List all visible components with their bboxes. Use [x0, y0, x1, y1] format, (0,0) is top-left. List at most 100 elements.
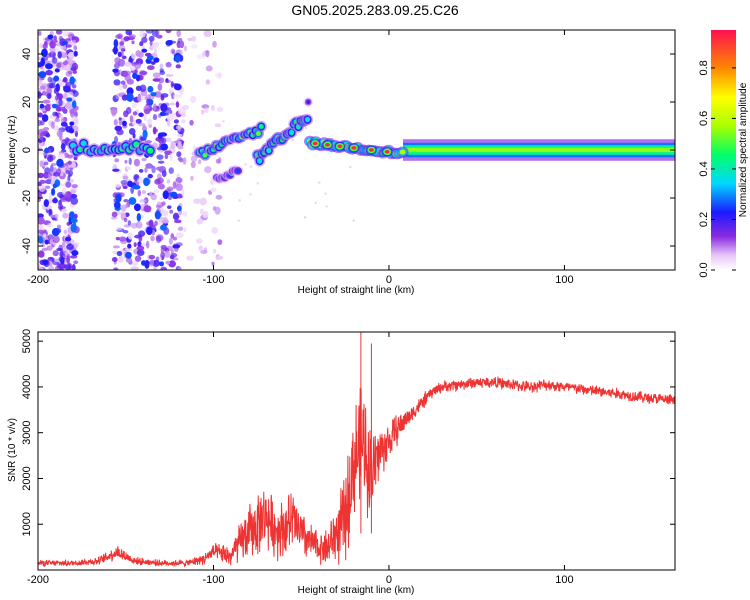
hot-spot-core: [325, 143, 331, 147]
noise-blob: [118, 255, 124, 263]
noise-blob: [187, 37, 193, 42]
noise-blob: [190, 95, 197, 104]
noise-blob: [202, 210, 209, 219]
noise-clump: [69, 76, 75, 85]
y-tick-label: -20: [21, 190, 33, 206]
y-tick-label: 5000: [21, 329, 33, 353]
noise-blob: [150, 193, 158, 201]
noise-clump: [113, 45, 118, 55]
noise-blob: [127, 220, 132, 226]
noise-blob: [51, 121, 55, 129]
noise-blob: [164, 150, 173, 156]
noise-clump: [160, 224, 167, 231]
noise-blob: [145, 240, 150, 249]
noise-blob: [183, 227, 187, 233]
noise-blob: [196, 218, 204, 225]
noise-blob: [172, 236, 178, 241]
noise-clump: [146, 226, 153, 236]
noise-blob: [73, 45, 78, 51]
y-tick-label: 2000: [21, 466, 33, 490]
noise-clump: [128, 197, 137, 205]
noise-clump: [154, 210, 161, 220]
noise-blob: [115, 183, 121, 188]
noise-clump: [40, 57, 45, 66]
noise-blob: [67, 51, 76, 59]
noise-blob: [209, 187, 217, 193]
noise-blob: [203, 30, 212, 38]
x-tick-label: -100: [202, 574, 224, 586]
noise-blob: [118, 117, 122, 121]
noise-blob: [211, 104, 215, 111]
noise-blob: [39, 43, 44, 49]
noise-blob: [181, 104, 190, 111]
noise-blob: [190, 161, 196, 169]
noise-blob: [171, 112, 176, 117]
snr-panel: -200 -100 0 100 1000 2000 3000 4000 5000 Height…: [7, 329, 676, 596]
hot-spot-core: [351, 146, 357, 150]
noise-blob: [51, 96, 56, 102]
noise-blob: [165, 61, 172, 68]
noise-blob: [122, 230, 129, 234]
noise-blob: [181, 211, 188, 217]
noise-blob: [42, 233, 47, 238]
noise-blob: [137, 189, 142, 197]
noise-blob: [72, 70, 78, 74]
colorbar-gradient: [711, 30, 736, 270]
noise-blob: [67, 58, 73, 64]
noise-blob: [60, 143, 66, 151]
noise-blob: [55, 30, 63, 35]
noise-blob: [110, 216, 118, 220]
noise-blob: [215, 255, 224, 260]
noise-blob: [42, 127, 50, 131]
noise-blob: [67, 91, 74, 97]
noise-clump: [141, 48, 148, 53]
noise-clump: [42, 259, 49, 265]
noise-clump: [176, 205, 182, 212]
noise-blob: [147, 173, 153, 179]
colorbar: 0.0 0.2 0.4 0.6 0.8 Normalized spectral ampl…: [698, 30, 749, 278]
noise-blob: [139, 84, 147, 92]
noise-blob: [62, 208, 66, 213]
noise-blob: [38, 250, 45, 258]
noise-blob: [39, 160, 44, 167]
hot-spot-core: [384, 149, 390, 154]
faint-dot: [349, 165, 352, 169]
noise-blob: [47, 223, 53, 228]
noise-blob: [70, 197, 79, 205]
noise-blob: [214, 123, 222, 128]
noise-blob: [73, 260, 79, 265]
noise-blob: [67, 174, 71, 182]
faint-dot: [324, 192, 327, 195]
spectrogram-image: [38, 30, 675, 270]
noise-blob: [124, 159, 128, 164]
noise-blob: [65, 44, 72, 48]
noise-blob: [47, 155, 54, 163]
noise-blob: [125, 106, 132, 115]
colorbar-tick-label: 0.4: [698, 161, 710, 176]
noise-blob: [159, 197, 164, 201]
noise-clump: [140, 260, 147, 266]
noise-blob: [201, 109, 205, 115]
noise-clump: [143, 177, 150, 187]
x-tick-label: -200: [27, 574, 49, 586]
noise-blob: [190, 175, 194, 181]
noise-clump: [133, 203, 141, 212]
noise-blob: [131, 260, 139, 267]
noise-blob: [64, 64, 71, 72]
x-tick-label: -100: [202, 274, 224, 286]
snr-frame: [37, 331, 676, 571]
noise-clump: [132, 72, 138, 79]
noise-blob: [176, 151, 182, 158]
noise-blob: [115, 226, 123, 231]
noise-blob: [113, 62, 120, 69]
noise-blob: [148, 254, 156, 260]
noise-blob: [205, 50, 210, 58]
noise-blob: [38, 266, 44, 270]
noise-blob: [49, 214, 55, 218]
noise-clump: [51, 188, 56, 196]
noise-blob: [151, 165, 156, 174]
noise-clump: [44, 239, 49, 245]
noise-blob: [133, 61, 140, 65]
noise-clump: [38, 71, 47, 79]
noise-clump: [68, 127, 75, 134]
